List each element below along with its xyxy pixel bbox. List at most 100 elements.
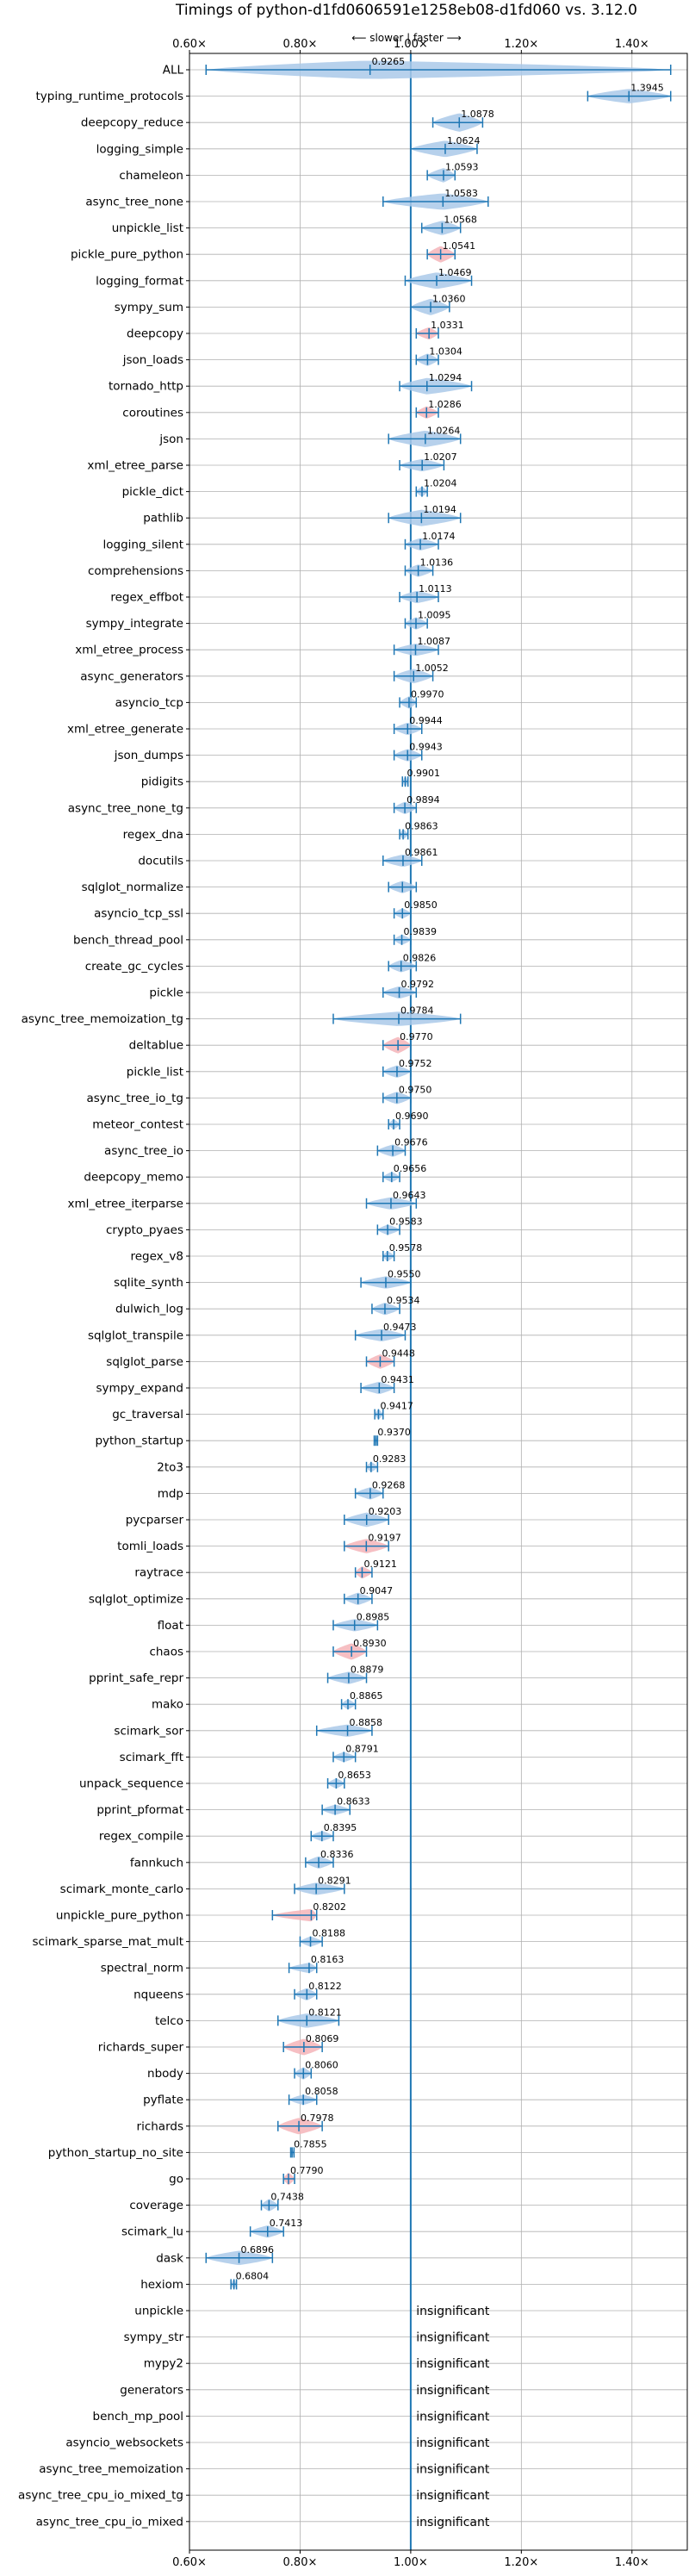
value-label: 0.9283 bbox=[373, 1453, 407, 1465]
benchmark-label: create_gc_cycles bbox=[85, 960, 183, 974]
benchmark-label: coverage bbox=[129, 2199, 183, 2212]
value-label: 0.8930 bbox=[353, 1638, 387, 1649]
value-label: 0.7790 bbox=[290, 2165, 324, 2176]
x-tick-label-bottom: 1.40× bbox=[615, 2556, 649, 2569]
value-label: 0.8858 bbox=[350, 1717, 383, 1728]
benchmark-label: bench_mp_pool bbox=[93, 2410, 183, 2424]
benchmark-label: pickle_pure_python bbox=[71, 248, 183, 262]
x-tick-label-bottom: 0.80× bbox=[283, 2556, 318, 2569]
value-label: 0.9578 bbox=[389, 1242, 423, 1254]
x-tick-label-top: 1.40× bbox=[615, 38, 649, 51]
benchmark-label: hexiom bbox=[140, 2278, 183, 2292]
value-label: 1.0174 bbox=[422, 531, 456, 542]
benchmark-label: async_tree_none_tg bbox=[68, 801, 183, 815]
benchmark-label: spectral_norm bbox=[101, 1962, 183, 1976]
benchmark-label: pprint_safe_repr bbox=[89, 1671, 183, 1685]
benchmark-label: pathlib bbox=[143, 512, 183, 526]
value-label: 0.8653 bbox=[338, 1770, 371, 1781]
benchmark-label: gc_traversal bbox=[112, 1408, 183, 1422]
chart-title: Timings of python-d1fd0606591e1258eb08-d… bbox=[175, 2, 637, 19]
benchmark-label: dask bbox=[156, 2251, 183, 2265]
value-label: 0.9197 bbox=[368, 1533, 401, 1544]
value-label: 1.0204 bbox=[424, 478, 457, 489]
value-label: 1.0331 bbox=[431, 320, 464, 331]
benchmark-label: xml_etree_generate bbox=[67, 723, 183, 737]
benchmark-label: docutils bbox=[138, 855, 183, 868]
benchmark-label: sqlglot_parse bbox=[106, 1355, 183, 1369]
value-label: 0.9370 bbox=[377, 1427, 411, 1438]
benchmark-label: xml_etree_parse bbox=[87, 459, 183, 473]
x-tick-label-bottom: 1.00× bbox=[394, 2556, 428, 2569]
value-label: 0.9583 bbox=[389, 1216, 423, 1227]
value-label: 0.9448 bbox=[382, 1347, 415, 1359]
direction-note: ⟵ slower | faster ⟶ bbox=[351, 32, 462, 44]
benchmark-label: chaos bbox=[149, 1646, 183, 1659]
benchmark-label: mypy2 bbox=[144, 2357, 183, 2371]
value-label: 1.0593 bbox=[445, 161, 479, 172]
value-label: 0.8865 bbox=[350, 1690, 383, 1702]
benchmark-label: logging_simple bbox=[96, 142, 183, 156]
benchmark-label: go bbox=[169, 2173, 183, 2187]
value-label: 1.0264 bbox=[427, 425, 461, 436]
value-label: 1.0878 bbox=[461, 109, 494, 120]
benchmark-label: raytrace bbox=[134, 1566, 183, 1580]
value-label: 0.9121 bbox=[363, 1559, 397, 1570]
benchmark-label: pickle_dict bbox=[122, 485, 183, 499]
benchmark-label: meteor_contest bbox=[92, 1118, 183, 1132]
value-label: 0.8291 bbox=[318, 1875, 351, 1886]
benchmark-label: scimark_sparse_mat_mult bbox=[33, 1935, 183, 1949]
value-label: 1.0583 bbox=[444, 188, 478, 199]
value-label: 0.6804 bbox=[236, 2270, 270, 2281]
benchmark-label: async_tree_memoization_tg bbox=[22, 1012, 183, 1026]
axes-frame bbox=[189, 53, 688, 2551]
value-label: 1.0207 bbox=[424, 451, 456, 463]
benchmark-label: async_tree_io_tg bbox=[86, 1092, 183, 1105]
x-tick-label-top: 1.00× bbox=[394, 38, 428, 51]
benchmark-label: pickle bbox=[149, 986, 183, 1000]
x-tick-label-bottom: 1.20× bbox=[504, 2556, 538, 2569]
value-label: 0.8791 bbox=[345, 1743, 379, 1754]
value-label: 0.8188 bbox=[313, 1928, 346, 1939]
benchmark-label: tomli_loads bbox=[117, 1540, 183, 1553]
value-label: 1.0194 bbox=[423, 504, 456, 515]
value-label: 1.0360 bbox=[432, 293, 466, 304]
value-label: 0.8122 bbox=[308, 1981, 342, 1992]
benchmark-label: nqueens bbox=[133, 1988, 183, 2001]
benchmark-label: mdp bbox=[158, 1487, 183, 1501]
benchmark-label: pyflate bbox=[143, 2094, 183, 2107]
insignificant-label: insignificant bbox=[416, 2410, 490, 2424]
value-label: 0.8121 bbox=[308, 2007, 342, 2018]
benchmark-label: comprehensions bbox=[88, 564, 183, 578]
value-label: 0.9861 bbox=[405, 847, 438, 858]
benchmark-label: pickle_list bbox=[127, 1065, 183, 1079]
benchmark-label: telco bbox=[155, 2014, 183, 2028]
benchmark-label: generators bbox=[120, 2383, 183, 2397]
value-label: 0.9750 bbox=[399, 1084, 432, 1095]
benchmark-label: typing_runtime_protocols bbox=[36, 90, 184, 103]
value-label: 0.9690 bbox=[395, 1111, 429, 1122]
benchmark-label: tornado_http bbox=[109, 380, 183, 394]
value-label: 0.9417 bbox=[380, 1401, 413, 1412]
benchmark-label: pidigits bbox=[141, 775, 183, 789]
grid-layer bbox=[186, 50, 687, 2554]
benchmark-label: scimark_monte_carlo bbox=[60, 1882, 183, 1896]
x-tick-label-top: 0.60× bbox=[172, 38, 207, 51]
benchmark-label: regex_compile bbox=[99, 1830, 183, 1844]
value-label: 0.7413 bbox=[270, 2218, 303, 2229]
value-label: 0.9850 bbox=[404, 899, 438, 911]
benchmark-label: async_tree_none bbox=[85, 196, 183, 209]
benchmark-label: chameleon bbox=[119, 169, 183, 183]
value-label: 1.3945 bbox=[630, 83, 664, 94]
value-label: 0.9643 bbox=[393, 1190, 426, 1201]
value-label: 0.8163 bbox=[311, 1954, 344, 1965]
benchmark-label: coroutines bbox=[122, 406, 183, 420]
benchmark-label: deepcopy_reduce bbox=[81, 116, 183, 130]
insignificant-label: insignificant bbox=[416, 2305, 490, 2318]
benchmark-label: unpickle_pure_python bbox=[56, 1909, 183, 1923]
benchmark-label: unpickle bbox=[134, 2305, 183, 2318]
insignificant-label: insignificant bbox=[416, 2436, 490, 2450]
benchmark-label: pprint_pformat bbox=[96, 1803, 183, 1817]
value-label: 0.7438 bbox=[270, 2192, 304, 2203]
benchmark-label: logging_silent bbox=[103, 538, 183, 551]
